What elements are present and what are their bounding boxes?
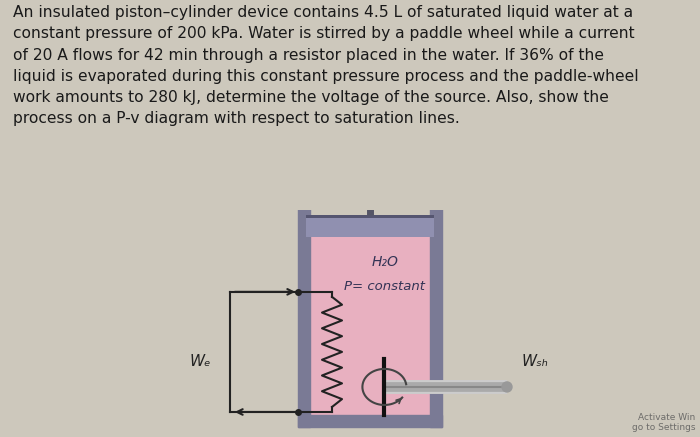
Bar	[310, 232, 430, 415]
Circle shape	[502, 382, 512, 392]
Text: Activate Win
go to Settings: Activate Win go to Settings	[631, 413, 695, 432]
Text: Wₑ: Wₑ	[189, 354, 211, 369]
Text: P= constant: P= constant	[344, 281, 426, 293]
Text: H₂O: H₂O	[372, 255, 398, 269]
Bar	[430, 180, 442, 427]
Bar	[307, 215, 433, 237]
Text: Wₛₕ: Wₛₕ	[522, 354, 549, 369]
Bar	[298, 180, 310, 427]
Text: An insulated piston–cylinder device contains 4.5 L of saturated liquid water at : An insulated piston–cylinder device cont…	[13, 5, 638, 126]
Bar	[307, 215, 433, 218]
Bar	[298, 415, 442, 427]
